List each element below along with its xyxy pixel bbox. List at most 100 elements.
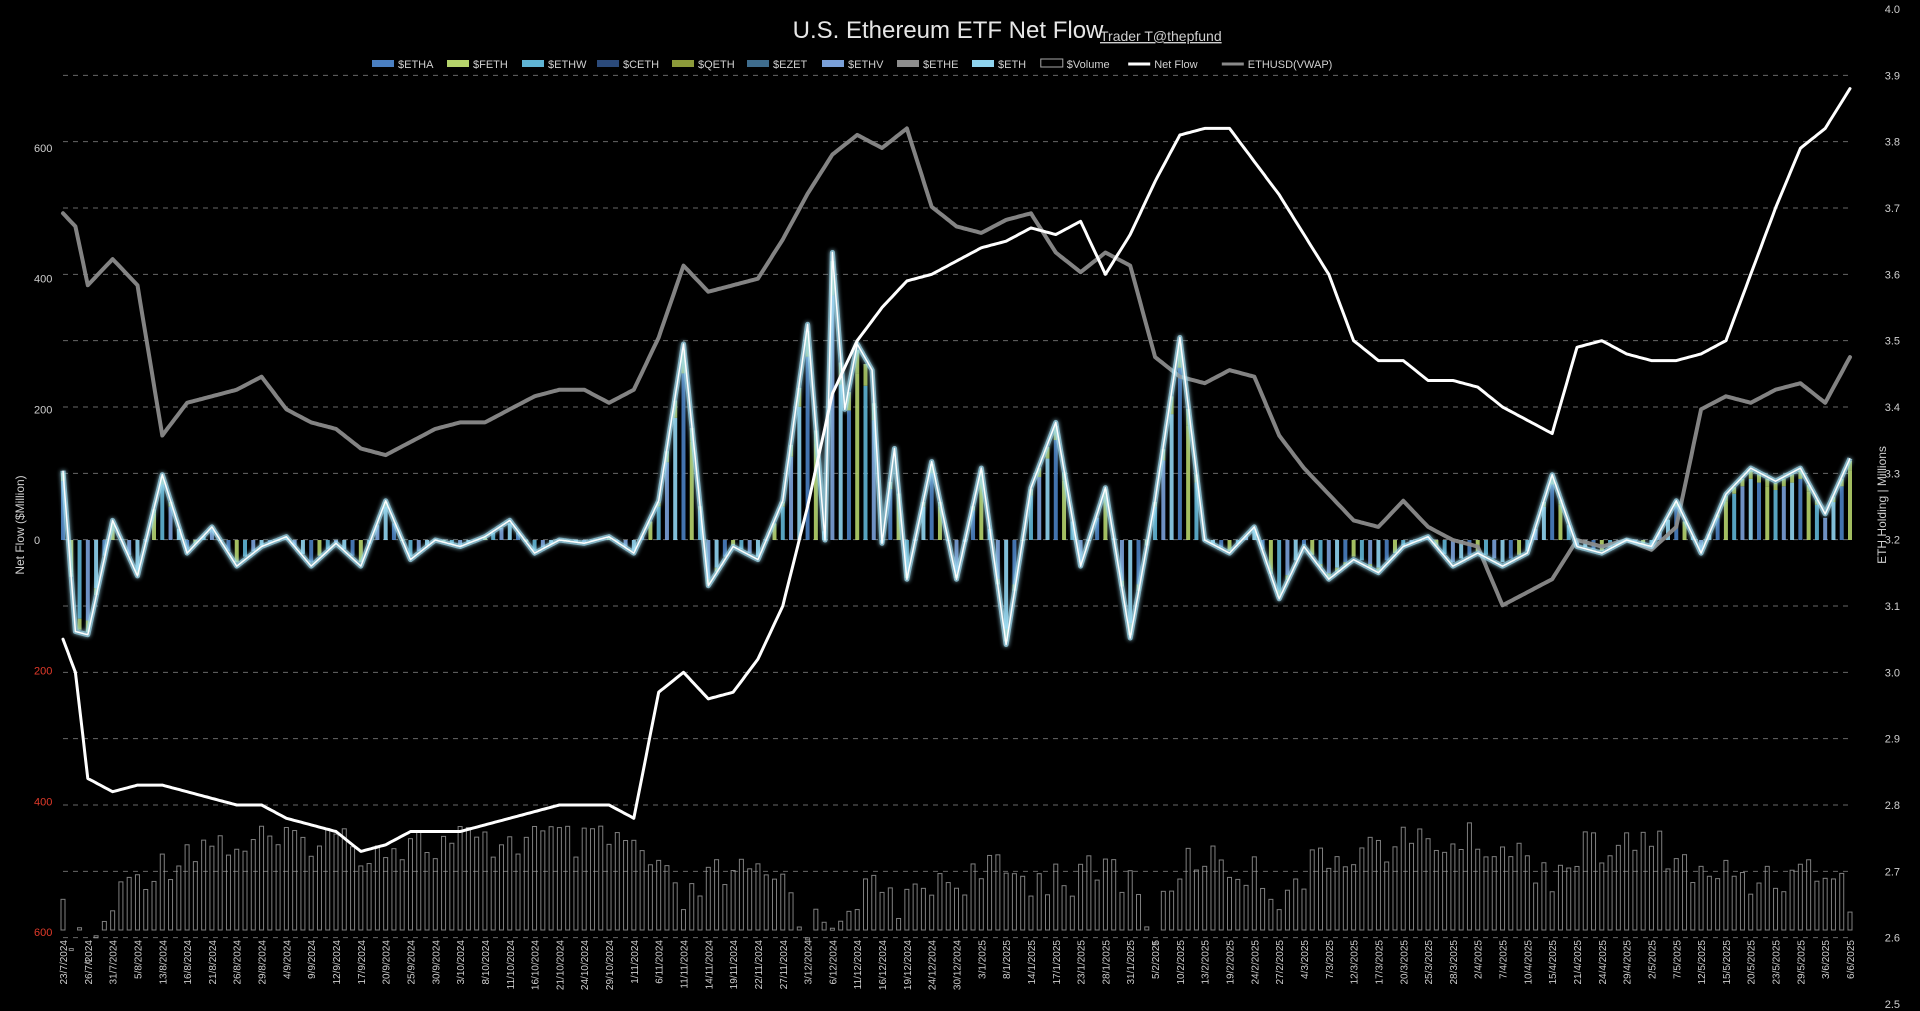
- grid-lines: [63, 74, 1850, 939]
- x-tick-label: 16/8/2024: [183, 940, 194, 985]
- x-tick-label: 6/12/2024: [828, 940, 839, 985]
- x-tick-label: 27/11/2024: [779, 940, 790, 990]
- volume-bar: [1392, 846, 1398, 931]
- volume-bar: [1053, 863, 1059, 931]
- flow-bar: [1153, 506, 1158, 540]
- volume-bar: [1011, 873, 1017, 931]
- flow-bar: [77, 540, 82, 619]
- x-tick-label: 10/4/2025: [1523, 940, 1534, 985]
- volume-bar: [93, 935, 99, 939]
- x-tick-label: 3/6/2025: [1821, 940, 1832, 979]
- flow-bar-segment: [77, 618, 82, 630]
- volume-bar: [1508, 856, 1514, 931]
- flow-bar: [1442, 540, 1447, 554]
- flow-bar: [805, 356, 810, 540]
- volume-bar: [424, 852, 430, 931]
- net-flow-line: [61, 87, 1852, 853]
- volume-bar: [730, 870, 736, 931]
- flow-bar: [1053, 440, 1058, 540]
- volume-bar: [225, 854, 231, 931]
- volume-bar: [1359, 847, 1365, 931]
- volume-bar: [1342, 866, 1348, 931]
- x-tick-label: 19/2/2025: [1226, 940, 1237, 985]
- volume-bar: [341, 828, 347, 931]
- volume-bar: [805, 937, 811, 941]
- x-tick-label: 20/9/2024: [382, 940, 393, 985]
- flow-bar: [1848, 470, 1852, 540]
- chart-title: U.S. Ethereum ETF Net Flow: [793, 17, 1104, 44]
- flow-bar: [714, 540, 719, 568]
- volume-bar: [1706, 875, 1712, 931]
- flow-bar: [499, 527, 504, 540]
- x-tick-label: 29/8/2024: [258, 940, 269, 985]
- volume-bar: [829, 927, 835, 931]
- x-tick-label: 20/3/2025: [1399, 940, 1410, 985]
- volume-bar: [143, 889, 149, 931]
- x-tick-label: 16/10/2024: [531, 940, 542, 990]
- flow-bar: [1392, 540, 1397, 553]
- flow-bar: [1723, 501, 1728, 540]
- volume-bar: [217, 835, 223, 931]
- volume-bar: [1607, 855, 1613, 931]
- volume-bar: [1533, 882, 1539, 931]
- flow-bar: [1062, 480, 1067, 540]
- flow-bar: [1814, 504, 1819, 540]
- volume-bar: [879, 891, 885, 931]
- volume-bar: [118, 881, 124, 931]
- flow-bar: [1765, 486, 1770, 540]
- flow-bar: [259, 540, 264, 546]
- flow-bar: [1293, 540, 1298, 561]
- volume-bar: [548, 826, 554, 931]
- left-axis: 600 400 200 0 200 400 600: [34, 143, 52, 939]
- flow-bar: [1558, 504, 1563, 540]
- volume-bar: [1500, 846, 1506, 931]
- legend-label: $FETH: [473, 59, 508, 71]
- volume-bar: [1152, 942, 1158, 946]
- x-tick-label: 21/10/2024: [555, 940, 566, 990]
- flow-bar: [1161, 460, 1166, 540]
- volume-bar: [507, 836, 513, 931]
- legend-label: $ETH: [998, 59, 1026, 71]
- x-tick-label: 23/5/2025: [1772, 940, 1783, 985]
- vwap-line: [61, 126, 1852, 608]
- flow-bar: [85, 540, 90, 621]
- volume-bar: [1003, 872, 1009, 931]
- volume-bar: [573, 856, 579, 931]
- x-tick-label: 12/9/2024: [332, 940, 343, 985]
- flow-bar: [929, 473, 934, 540]
- chart-credit[interactable]: Trader T@thepfund: [1100, 28, 1222, 44]
- volume-bar: [1210, 845, 1216, 931]
- flow-bar: [1194, 482, 1199, 540]
- volume-bar: [532, 825, 538, 931]
- volume-bar: [267, 835, 273, 931]
- volume-bar: [871, 874, 877, 931]
- flow-bar: [1045, 458, 1050, 540]
- x-tick-label: 4/9/2024: [282, 940, 293, 979]
- legend-swatch-feth: [447, 60, 469, 67]
- flow-bar: [1351, 540, 1356, 557]
- flow-bar: [780, 506, 785, 540]
- volume-bar: [1177, 878, 1183, 931]
- flow-bar: [1326, 540, 1331, 574]
- volume-bar: [383, 857, 389, 931]
- volume-bar: [887, 887, 893, 931]
- volume-bar: [1276, 909, 1282, 931]
- volume-bar: [523, 836, 529, 931]
- x-tick-label: 21/4/2025: [1573, 940, 1584, 985]
- flow-bar: [1277, 540, 1282, 590]
- volume-bar: [316, 845, 322, 931]
- volume-bar: [441, 835, 447, 931]
- flow-bar: [375, 525, 380, 540]
- daily-flow-line-core: [62, 251, 1851, 646]
- volume-bar: [962, 894, 968, 931]
- volume-bar: [1698, 865, 1704, 931]
- volume-bar: [515, 853, 521, 931]
- x-tick-label: 11/12/2024: [853, 940, 864, 990]
- volume-bar: [838, 920, 844, 931]
- legend-swatch-qeth: [672, 60, 694, 67]
- x-tick-label: 29/5/2025: [1796, 940, 1807, 985]
- x-tick-label: 19/11/2024: [729, 940, 740, 990]
- volume-bar: [101, 920, 107, 931]
